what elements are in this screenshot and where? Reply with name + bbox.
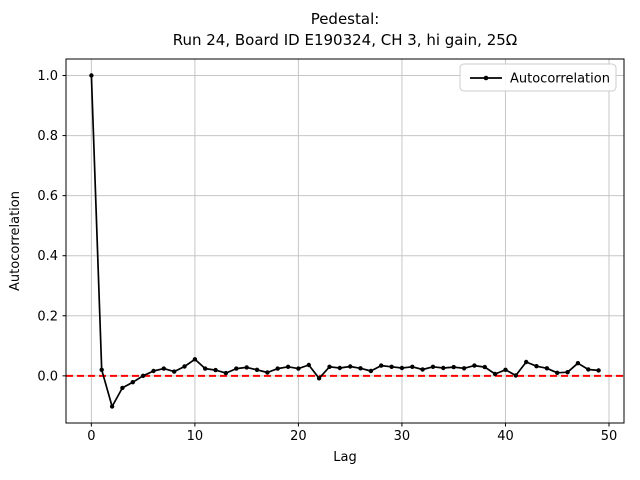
y-tick-label: 0.6 <box>37 189 58 204</box>
legend-sample-marker <box>483 75 489 81</box>
data-point-marker <box>234 366 239 371</box>
y-tick-label: 1.0 <box>37 69 58 84</box>
y-tick-label: 0.4 <box>37 249 58 264</box>
data-point-marker <box>420 367 425 372</box>
x-tick-label: 0 <box>87 429 95 444</box>
x-tick-label: 50 <box>601 429 618 444</box>
data-point-marker <box>99 367 104 372</box>
x-tick-label: 40 <box>497 429 514 444</box>
data-point-marker <box>524 359 529 365</box>
data-point-marker <box>451 364 456 370</box>
data-point-marker <box>358 366 363 371</box>
data-point-marker <box>410 364 415 369</box>
data-point-marker <box>306 362 311 368</box>
data-point-marker <box>140 373 146 378</box>
chart-title-line-1: Pedestal: <box>310 10 380 28</box>
data-point-marker <box>172 369 177 374</box>
data-point-marker <box>285 364 291 369</box>
data-point-marker <box>482 364 487 370</box>
y-tick-label: 0.2 <box>37 309 58 324</box>
legend-label: Autocorrelation <box>510 72 610 87</box>
data-point-marker <box>296 366 301 371</box>
data-point-marker <box>544 366 550 371</box>
y-axis-label: Autocorrelation <box>8 191 23 291</box>
plot-area-border <box>65 58 625 424</box>
data-point-marker <box>120 385 125 391</box>
data-point-marker <box>327 364 332 369</box>
data-point-marker <box>161 366 166 371</box>
data-point-marker <box>265 370 270 375</box>
data-point-marker <box>223 370 229 376</box>
data-point-marker <box>203 366 208 371</box>
data-point-marker <box>89 73 94 78</box>
data-point-marker <box>182 364 187 369</box>
data-point-marker <box>534 364 539 369</box>
y-tick-label: 0.0 <box>37 369 58 384</box>
data-point-marker <box>492 371 498 377</box>
autocorrelation-series-line <box>90 75 599 408</box>
x-tick-label: 30 <box>394 429 411 444</box>
legend <box>459 63 617 92</box>
data-point-marker <box>368 368 374 374</box>
data-point-marker <box>379 363 384 368</box>
data-point-marker <box>109 404 115 409</box>
data-point-marker <box>430 364 436 369</box>
data-point-marker <box>472 363 477 368</box>
data-point-marker <box>461 366 467 371</box>
data-point-marker <box>596 368 601 373</box>
data-point-marker <box>441 365 446 371</box>
data-point-marker <box>130 380 135 385</box>
data-point-marker <box>316 376 322 381</box>
data-point-marker <box>348 364 353 369</box>
data-point-marker <box>586 367 591 372</box>
x-axis-label: Lag <box>333 450 356 465</box>
chart-title: Pedestal: Run 24, Board ID E190324, CH 3… <box>66 9 624 51</box>
data-point-marker <box>575 361 581 366</box>
x-tick-label: 20 <box>290 429 307 444</box>
data-point-marker <box>565 370 570 375</box>
data-point-marker <box>244 365 249 370</box>
data-point-marker <box>337 365 342 371</box>
data-point-marker <box>389 364 394 369</box>
chart-title-line-2: Run 24, Board ID E190324, CH 3, hi gain,… <box>172 31 518 49</box>
data-point-marker <box>503 367 508 372</box>
y-tick-label: 0.8 <box>37 129 58 144</box>
data-point-marker <box>555 370 560 375</box>
data-point-marker <box>513 373 518 378</box>
data-point-marker <box>254 367 260 372</box>
data-point-marker <box>151 368 156 374</box>
data-point-marker <box>213 367 218 373</box>
data-point-marker <box>399 365 405 371</box>
x-tick-label: 10 <box>187 429 204 444</box>
data-point-marker <box>275 366 280 371</box>
data-point-marker <box>192 357 198 362</box>
